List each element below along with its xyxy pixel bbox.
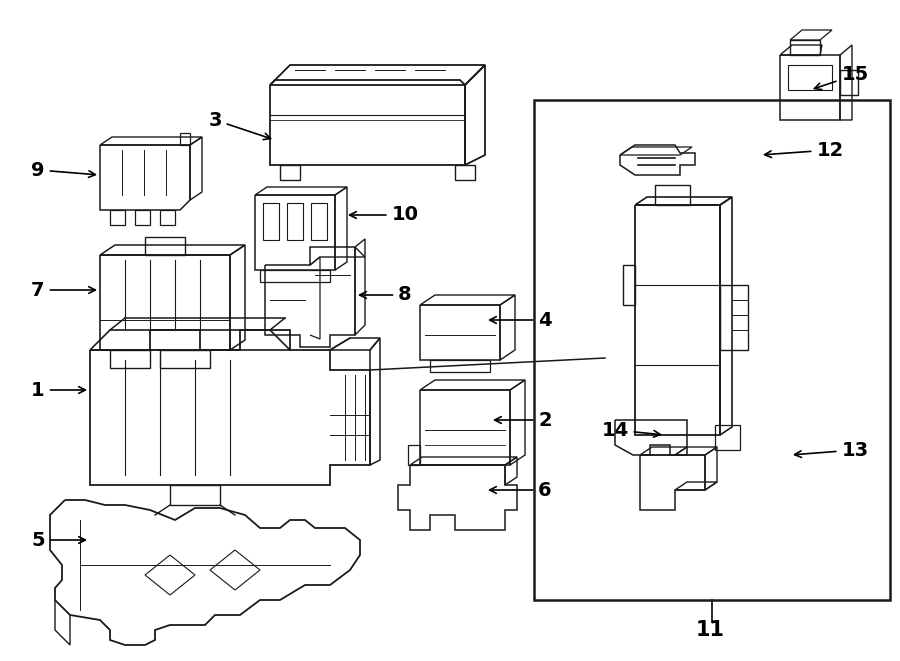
Text: 14: 14 [601,420,661,440]
Text: 2: 2 [495,410,552,430]
Text: 5: 5 [32,531,86,549]
Text: 15: 15 [814,65,868,90]
Text: 10: 10 [349,206,418,225]
Text: 1: 1 [32,381,86,399]
Text: 7: 7 [32,280,95,299]
Text: 13: 13 [795,440,868,459]
Text: 9: 9 [32,161,95,180]
Text: 11: 11 [696,620,725,640]
Text: 3: 3 [208,110,271,139]
Text: 8: 8 [360,286,412,305]
Text: 6: 6 [490,481,552,500]
Text: 12: 12 [765,141,843,159]
Text: 4: 4 [490,311,552,329]
